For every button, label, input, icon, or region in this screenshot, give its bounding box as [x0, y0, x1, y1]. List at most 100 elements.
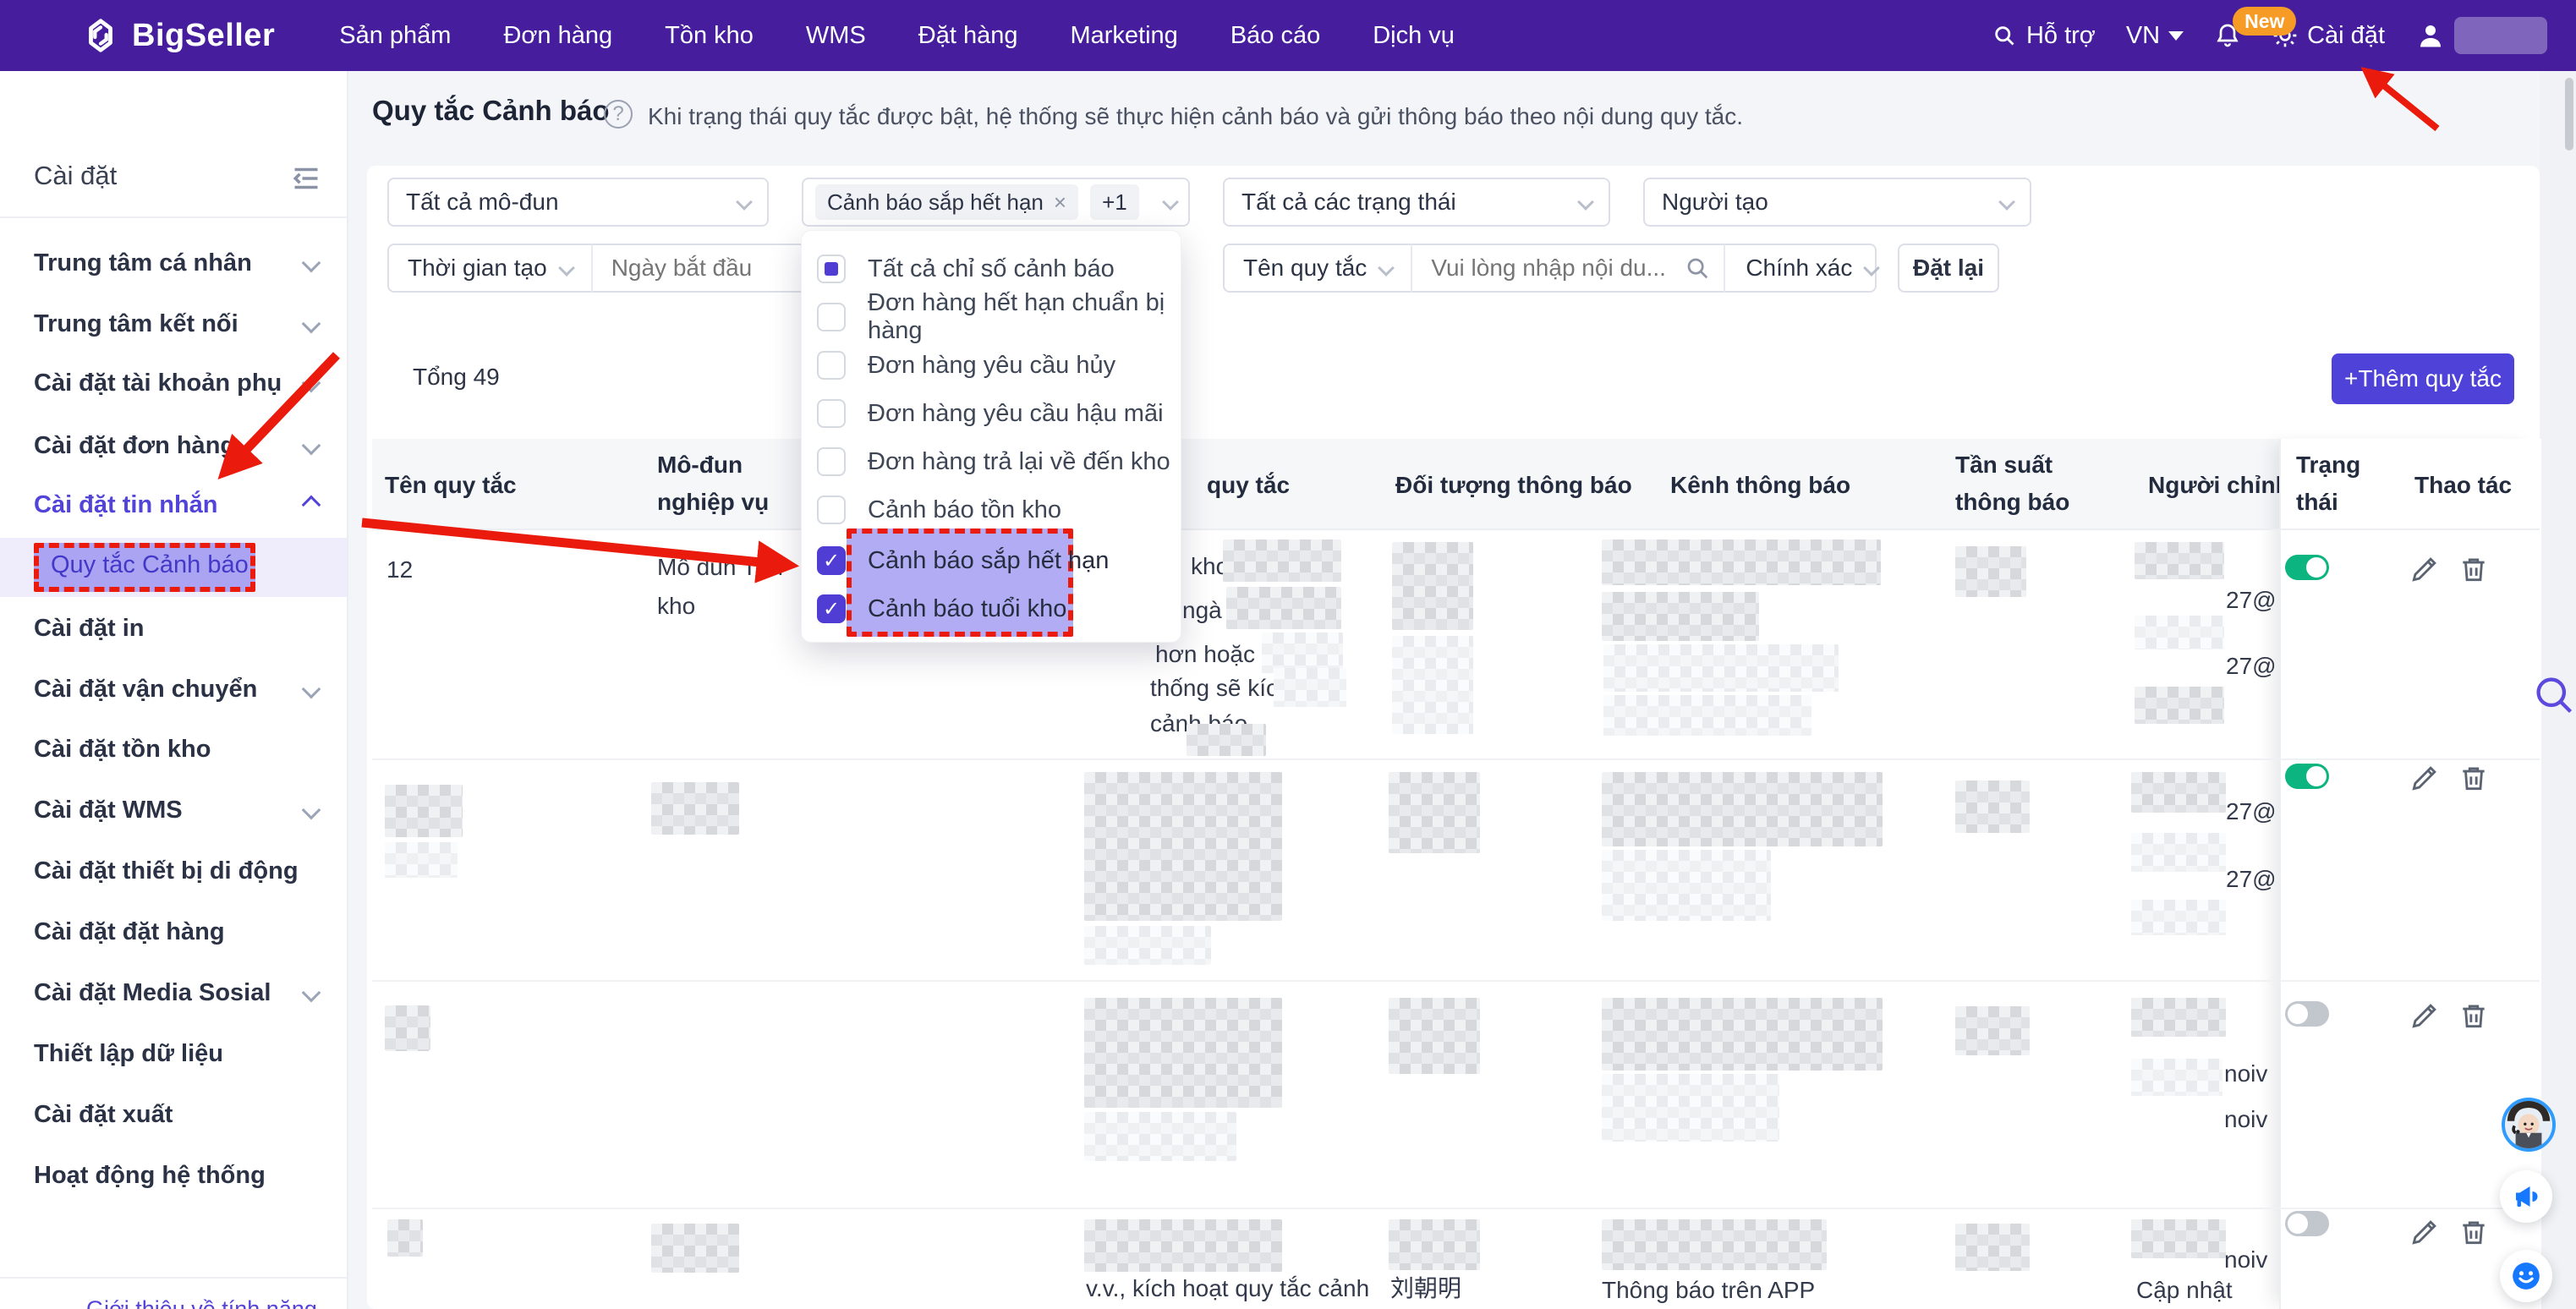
cell-editor-fragment: noiv: [2224, 1060, 2268, 1087]
edit-icon[interactable]: [2409, 1000, 2441, 1032]
metric-option[interactable]: Đơn hàng trả lại về đến kho: [802, 438, 1181, 485]
sidebar-item-shipping-settings[interactable]: Cài đặt vận chuyển: [0, 659, 347, 720]
nav-marketing[interactable]: Marketing: [1070, 21, 1178, 49]
nav-purchase[interactable]: Đặt hàng: [918, 21, 1018, 49]
module-filter-select[interactable]: Tất cả mô-đun: [387, 178, 769, 227]
rule-field-select[interactable]: Tên quy tắc: [1225, 255, 1411, 282]
reset-button[interactable]: Đặt lại: [1898, 244, 1999, 293]
status-toggle[interactable]: [2285, 764, 2329, 789]
nav-products[interactable]: Sản phẩm: [339, 21, 452, 49]
nav-services[interactable]: Dịch vụ: [1373, 21, 1455, 49]
cell-channel-fragment: Thông báo trên APP: [1602, 1277, 1816, 1303]
edit-icon[interactable]: [2409, 553, 2441, 585]
cell-editor-fragment: noiv: [2224, 1106, 2268, 1132]
language-selector[interactable]: VN: [2126, 22, 2184, 50]
nav-inventory[interactable]: Tồn kho: [665, 21, 754, 49]
checkbox-icon[interactable]: [817, 399, 846, 428]
support-agent-avatar[interactable]: [2502, 1098, 2556, 1152]
settings-button[interactable]: Cài đặt: [2272, 22, 2385, 50]
alert-rules-intro-link[interactable]: Giới thiệu về tính năng quy tắc cảnh báo: [86, 1296, 317, 1309]
checkbox-icon[interactable]: [817, 303, 846, 331]
redacted-block: [2131, 998, 2226, 1037]
sidebar-item-data-setup[interactable]: Thiết lập dữ liệu: [34, 1039, 224, 1067]
status-toggle[interactable]: [2285, 555, 2329, 580]
help-button[interactable]: Hỗ trợ: [1992, 22, 2096, 50]
time-type-select[interactable]: Thời gian tạo: [389, 255, 591, 282]
sidebar-item-order-settings[interactable]: Cài đặt đơn hàng: [0, 415, 347, 476]
metric-option-expiry-alert[interactable]: Cảnh báo sắp hết hạn: [802, 537, 1181, 584]
redacted-block: [2131, 772, 2226, 813]
redacted-block: [1602, 1219, 1827, 1270]
status-toggle[interactable]: [2285, 1001, 2329, 1027]
metric-option-stock-age-alert[interactable]: Cảnh báo tuổi kho: [802, 585, 1181, 633]
metric-tag-chip[interactable]: Cảnh báo sắp hết hạn ×: [815, 184, 1079, 220]
sidebar-item-system-activity[interactable]: Hoạt động hệ thống: [34, 1161, 266, 1189]
checkbox-icon[interactable]: [817, 496, 846, 524]
col-rule-name: Tên quy tắc: [385, 472, 517, 498]
account-menu[interactable]: [2415, 17, 2547, 54]
status-filter-select[interactable]: Tất cả các trạng thái: [1223, 178, 1610, 227]
metric-option[interactable]: Đơn hàng yêu cầu hậu mãi: [802, 390, 1181, 437]
metric-option[interactable]: Đơn hàng hết hạn chuẩn bị hàng: [802, 289, 1181, 344]
delete-icon[interactable]: [2458, 1216, 2490, 1248]
chevron-down-icon: [557, 260, 575, 277]
nav-reports[interactable]: Báo cáo: [1230, 21, 1321, 49]
sidebar-item-subaccount[interactable]: Cài đặt tài khoản phụ: [0, 353, 347, 414]
sidebar-item-purchase-settings[interactable]: Cài đặt đặt hàng: [34, 917, 225, 945]
delete-icon[interactable]: [2458, 762, 2490, 794]
sidebar-item-stock-settings[interactable]: Cài đặt tồn kho: [34, 735, 211, 763]
edit-icon[interactable]: [2409, 762, 2441, 794]
delete-icon[interactable]: [2458, 553, 2490, 585]
collapse-sidebar-icon[interactable]: [291, 166, 321, 195]
chevron-down-icon: [2168, 30, 2184, 41]
help-circle-icon[interactable]: ?: [604, 100, 633, 129]
nav-wms[interactable]: WMS: [805, 21, 866, 49]
checkbox-icon[interactable]: [817, 351, 846, 380]
redacted-block: [2131, 1219, 2226, 1258]
metric-more-chip[interactable]: +1: [1090, 184, 1139, 220]
redacted-block: [651, 1224, 739, 1273]
redacted-block: [1955, 546, 2026, 597]
sidebar-item-print-settings[interactable]: Cài đặt in: [34, 614, 145, 642]
sidebar-item-message-settings[interactable]: Cài đặt tin nhắn: [0, 474, 347, 535]
close-icon[interactable]: ×: [1053, 189, 1067, 215]
status-toggle[interactable]: [2285, 1211, 2329, 1236]
sidebar-item-personal-center[interactable]: Trung tâm cá nhân: [0, 233, 347, 293]
redacted-block: [387, 1219, 423, 1257]
metric-option-all[interactable]: Tất cả chỉ số cảnh báo: [802, 245, 1181, 293]
vertical-scrollbar[interactable]: [2565, 78, 2573, 151]
edit-icon[interactable]: [2409, 1216, 2441, 1248]
checkbox-icon[interactable]: [817, 447, 846, 476]
checkbox-checked-icon[interactable]: [817, 546, 846, 575]
sidebar-item-alert-rules[interactable]: Quy tắc Cảnh báo: [51, 551, 249, 578]
redacted-block: [1603, 695, 1811, 736]
brand-logo[interactable]: BigSeller: [81, 16, 275, 55]
search-icon[interactable]: [1685, 255, 1710, 281]
rule-search-control[interactable]: Tên quy tắc Chính xác: [1223, 244, 1881, 293]
match-mode-select[interactable]: Chính xác: [1725, 255, 1898, 282]
delete-icon[interactable]: [2458, 1000, 2490, 1032]
rule-search-input[interactable]: [1412, 255, 1685, 282]
nav-orders[interactable]: Đơn hàng: [503, 21, 613, 49]
floating-search-icon[interactable]: [2532, 673, 2576, 721]
checkbox-checked-icon[interactable]: [817, 594, 846, 623]
chevron-up-icon: [301, 495, 321, 515]
sidebar-item-social-media-settings[interactable]: Cài đặt Media Sosial: [0, 962, 347, 1023]
sidebar-item-wms-settings[interactable]: Cài đặt WMS: [0, 780, 347, 841]
sidebar-item-export-settings[interactable]: Cài đặt xuất: [34, 1100, 173, 1128]
redacted-block: [1955, 1224, 2030, 1271]
redacted-block: [1602, 850, 1771, 921]
creator-filter-select[interactable]: Người tạo: [1643, 178, 2031, 227]
sidebar-item-connection-center[interactable]: Trung tâm kết nối: [0, 293, 347, 354]
add-rule-button[interactable]: +Thêm quy tắc: [2332, 353, 2514, 404]
feedback-smiley-icon[interactable]: [2500, 1250, 2552, 1302]
sidebar-item-mobile-settings[interactable]: Cài đặt thiết bị di động: [34, 857, 299, 885]
metric-option[interactable]: Cảnh báo tồn kho: [802, 486, 1181, 534]
metric-option[interactable]: Đơn hàng yêu cầu hủy: [802, 342, 1181, 389]
chevron-down-icon: [1577, 194, 1594, 211]
notifications-button[interactable]: New: [2214, 7, 2297, 49]
promotion-megaphone-icon[interactable]: [2500, 1170, 2552, 1223]
checkbox-indeterminate-icon[interactable]: [817, 255, 846, 283]
metric-filter-multiselect[interactable]: Cảnh báo sắp hết hạn × +1: [802, 178, 1190, 227]
